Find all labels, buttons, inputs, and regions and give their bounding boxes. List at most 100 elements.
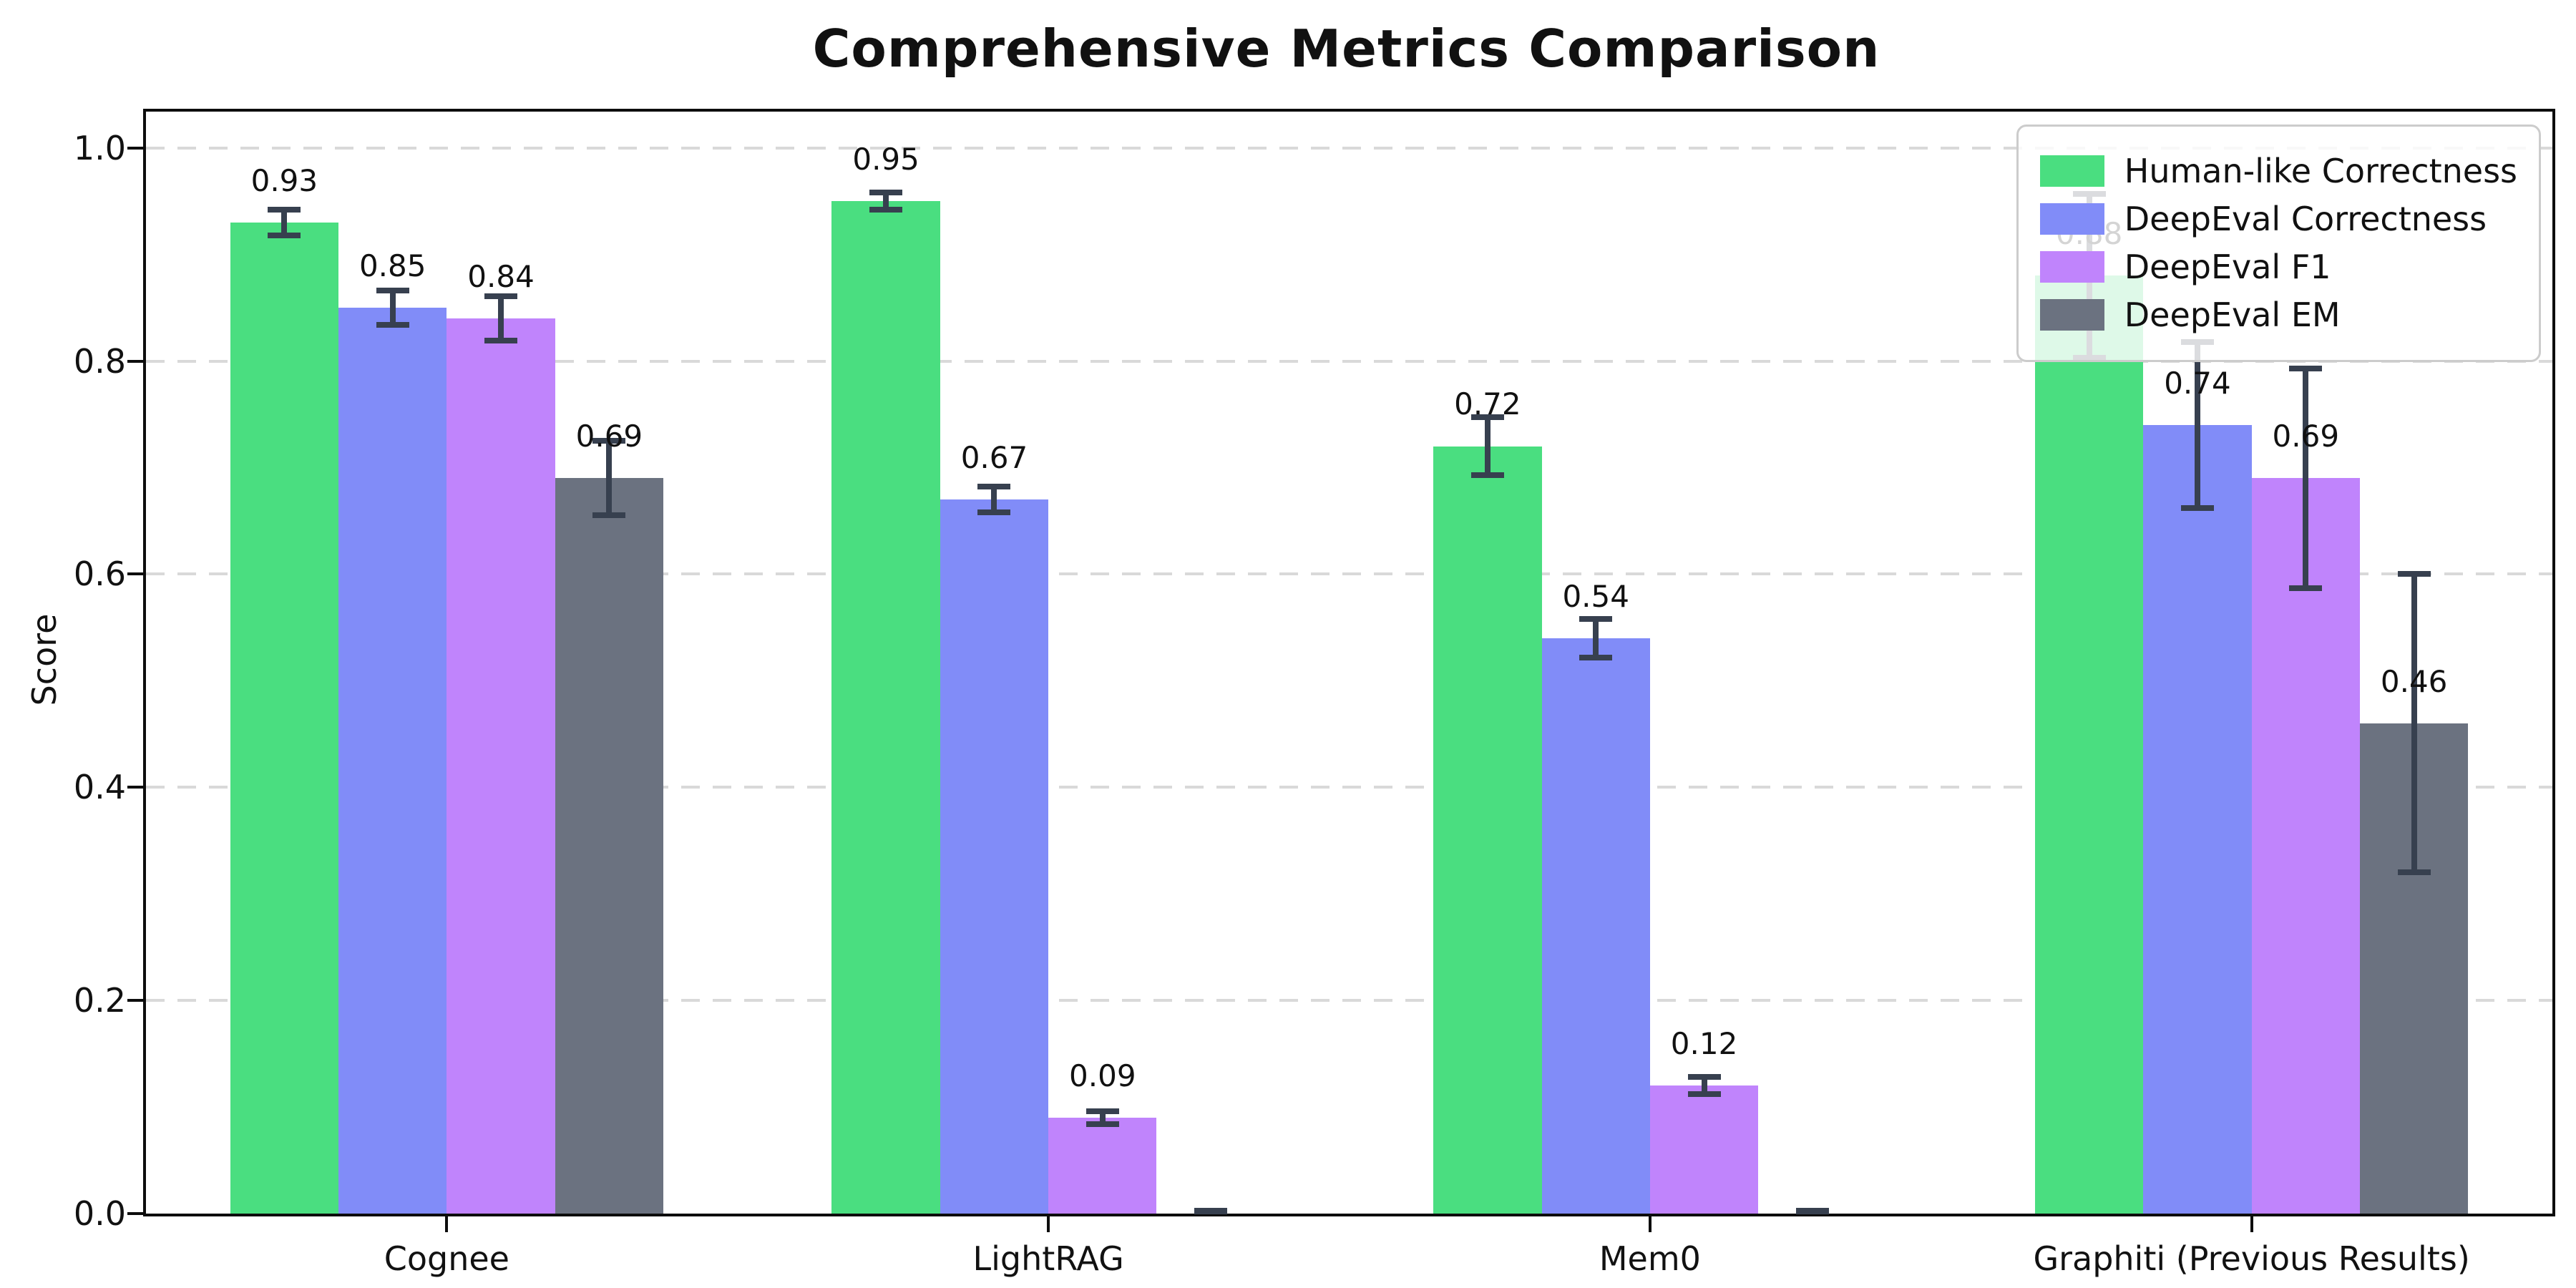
error-bar — [281, 210, 288, 235]
bar-deepeval-f1-3 — [1649, 1085, 1759, 1214]
error-bar — [498, 296, 504, 341]
error-cap-bottom — [2180, 505, 2214, 512]
error-cap-top — [484, 293, 518, 299]
error-cap-top — [2397, 571, 2431, 577]
error-bar — [606, 441, 613, 516]
x-tick-mark — [2250, 1216, 2253, 1232]
bar-value-label: 0.69 — [2272, 419, 2340, 454]
x-tick-label-3: Mem0 — [1599, 1239, 1701, 1278]
bar-deepeval-correctness-4 — [2143, 424, 2252, 1214]
error-cap-bottom — [376, 321, 409, 328]
bar-value-label: 0.54 — [1562, 578, 1629, 614]
bar-human-like-correctness-2 — [831, 201, 940, 1214]
bar-value-label: 0.46 — [2380, 663, 2448, 699]
bar-value-label: 0.95 — [852, 141, 919, 177]
y-tick-label: 1.0 — [73, 128, 126, 167]
error-cap-bottom — [484, 338, 518, 344]
bar-value-label: 0.84 — [467, 258, 535, 294]
bar-deepeval-correctness-2 — [940, 499, 1049, 1214]
bar-human-like-correctness-3 — [1433, 446, 1542, 1214]
y-tick-label: 0.6 — [73, 555, 126, 594]
bar-deepeval-correctness-3 — [1541, 638, 1650, 1214]
legend-row: DeepEval EM — [2039, 295, 2517, 334]
error-bar — [389, 291, 396, 325]
y-tick-label: 0.4 — [73, 768, 126, 807]
error-cap-bottom — [268, 232, 301, 238]
x-tick-mark — [445, 1216, 449, 1232]
bar-deepeval-f1-2 — [1048, 1117, 1157, 1214]
y-tick-label: 0.2 — [73, 981, 126, 1020]
y-tick-mark — [127, 1212, 143, 1215]
y-tick-mark — [127, 359, 143, 363]
legend-row: Human-like Correctness — [2039, 152, 2517, 190]
legend-row: DeepEval F1 — [2039, 248, 2517, 286]
bar-value-label: 0.12 — [1670, 1026, 1738, 1062]
y-tick-label: 0.8 — [73, 341, 126, 381]
error-bar — [883, 192, 889, 210]
error-cap-bottom — [1687, 1091, 1721, 1098]
error-cap-top — [869, 190, 903, 196]
error-cap-top — [977, 484, 1011, 490]
error-cap-top — [376, 288, 409, 294]
error-bar — [2194, 341, 2200, 509]
error-cap-bottom — [2289, 585, 2323, 591]
error-cap-top — [592, 438, 626, 444]
x-tick-mark — [1047, 1216, 1050, 1232]
legend: Human-like Correctness DeepEval Correctne… — [2016, 125, 2541, 362]
legend-label: Human-like Correctness — [2124, 152, 2517, 190]
error-cap-bottom — [1470, 472, 1504, 478]
error-bar — [1099, 1111, 1106, 1124]
bar-human-like-correctness-1 — [230, 222, 339, 1214]
y-tick-mark — [127, 146, 143, 150]
error-cap-top — [1687, 1074, 1721, 1080]
x-tick-label-1: Cognee — [384, 1239, 509, 1278]
error-cap-top — [268, 207, 301, 213]
bar-value-label: 0.93 — [250, 162, 318, 198]
x-tick-label-4: Graphiti (Previous Results) — [2033, 1239, 2470, 1278]
legend-swatch — [2039, 155, 2104, 187]
y-axis-label: Score — [25, 613, 64, 706]
error-cap-bottom — [2397, 869, 2431, 876]
legend-swatch — [2039, 299, 2104, 331]
bar-value-label: 0.85 — [358, 248, 426, 283]
error-bar — [1593, 618, 1599, 658]
gridline-0.2 — [146, 999, 2552, 1002]
legend-label: DeepEval EM — [2124, 295, 2341, 334]
bar-deepeval-correctness-1 — [338, 308, 447, 1214]
bar-deepeval-f1-4 — [2251, 478, 2360, 1214]
legend-swatch — [2039, 203, 2104, 235]
y-tick-mark — [127, 999, 143, 1002]
y-tick-mark — [127, 786, 143, 789]
error-bar — [2411, 574, 2417, 873]
gridline-0.6 — [146, 572, 2552, 576]
y-tick-mark — [127, 572, 143, 576]
bar-value-label: 0.69 — [575, 419, 643, 454]
error-cap-top — [1470, 414, 1504, 421]
bar-value-label: 0.67 — [960, 439, 1028, 475]
gridline-0.4 — [146, 786, 2552, 789]
error-bar — [1701, 1077, 1707, 1095]
error-bar — [1484, 417, 1491, 475]
error-cap-bottom — [869, 207, 903, 213]
error-cap-bottom — [1579, 654, 1613, 660]
bar-human-like-correctness-4 — [2034, 275, 2144, 1214]
error-cap-bottom — [1194, 1208, 1228, 1214]
legend-row: DeepEval Correctness — [2039, 199, 2517, 238]
error-cap-top — [2289, 365, 2323, 371]
error-cap-top — [1579, 615, 1613, 622]
chart-title: Comprehensive Metrics Comparison — [812, 19, 1880, 79]
error-cap-top — [1085, 1108, 1119, 1115]
error-cap-bottom — [977, 509, 1011, 515]
plot-area: 0.930.950.720.880.850.670.540.740.840.09… — [74, 109, 2555, 1275]
gridline-0.8 — [146, 359, 2552, 363]
bar-value-label: 0.74 — [2164, 365, 2231, 401]
y-tick-label: 0.0 — [73, 1194, 126, 1233]
legend-swatch — [2039, 251, 2104, 283]
error-cap-bottom — [1085, 1121, 1119, 1127]
error-bar — [991, 487, 997, 512]
x-tick-label-2: LightRAG — [972, 1239, 1124, 1278]
error-cap-bottom — [592, 512, 626, 519]
x-tick-mark — [1648, 1216, 1652, 1232]
legend-label: DeepEval Correctness — [2124, 199, 2487, 238]
